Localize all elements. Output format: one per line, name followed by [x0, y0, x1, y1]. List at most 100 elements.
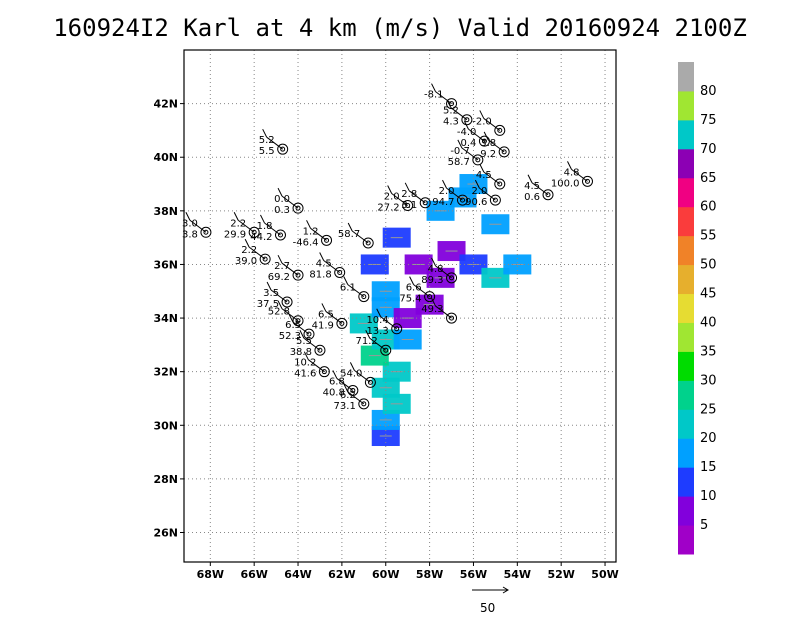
station-ring: [362, 237, 374, 249]
observation-label: 40.8: [323, 387, 345, 398]
observation-station: 6.541.9: [312, 303, 348, 331]
station-dot: [317, 347, 323, 353]
colorbar: 5 10 15 20 25 30 35 40 45 50 55 60 65 70 75 80: [678, 62, 717, 555]
wind-barb: [450, 107, 468, 121]
observation-label: 37.5: [257, 299, 279, 310]
station-dot: [295, 318, 301, 324]
observation-station: 6.675.4: [399, 276, 436, 305]
station-ring: [281, 296, 293, 308]
observation-label: 0.4: [461, 138, 477, 149]
station-dot: [497, 181, 503, 187]
wind-barb-feather: [457, 139, 463, 149]
wind-barb: [237, 219, 255, 233]
station-ring: [581, 175, 593, 187]
wind-barb: [446, 187, 463, 201]
observation-label: 6.2: [340, 390, 356, 401]
wind-barb-feather: [479, 110, 485, 119]
station-ring: [358, 398, 370, 410]
colorbar-segment: [678, 264, 694, 295]
wind-barb: [435, 305, 452, 319]
station-dot: [481, 138, 487, 144]
station-dot: [394, 326, 400, 332]
station-dot: [350, 387, 356, 393]
wind-barb: [479, 187, 496, 201]
observation-label: 10.4: [366, 315, 388, 326]
observation-label: 89.3: [421, 275, 443, 286]
observation-label: 3.0: [182, 218, 198, 229]
observation-station: 71.2: [355, 330, 392, 356]
wind-barb-feather: [365, 330, 371, 339]
colorbar-segment: [678, 351, 694, 381]
observation-label: 4.5: [476, 170, 492, 181]
station-dot: [497, 127, 503, 133]
wind-barb-feather: [233, 212, 239, 221]
observation-station: 10.241.6: [294, 351, 330, 380]
colorbar-segment: [678, 496, 694, 526]
station-ring: [494, 124, 506, 136]
station-ring: [274, 229, 286, 241]
observation-station: 5.24.3: [443, 99, 473, 128]
wind-barb: [571, 168, 588, 182]
station-dot: [449, 315, 455, 321]
observation-station: 54.0: [340, 362, 376, 388]
observation-station: 6.552.3: [279, 313, 315, 342]
observation-station: -0.758.7: [448, 139, 484, 168]
station-dot: [475, 157, 481, 163]
grid-lines: [184, 50, 616, 562]
observation-station: 49.3: [421, 297, 458, 324]
observation-label: 5.5: [296, 336, 312, 347]
x-tick-label: 60W: [372, 568, 399, 581]
wind-barb-feather: [277, 254, 283, 264]
observation-label: 6.6: [406, 283, 422, 294]
observation-label: 81.8: [309, 269, 331, 280]
observation-label: 4.3: [443, 117, 459, 128]
wind-barb-feather: [185, 212, 191, 221]
station-ring: [364, 376, 376, 388]
station-ring: [489, 194, 501, 206]
observation-label: 49.3: [421, 304, 443, 315]
colorbar-segment: [678, 467, 694, 497]
wind-barb: [380, 316, 398, 330]
wind-barb-feather: [332, 370, 338, 379]
colorbar-segment: [678, 380, 694, 410]
observation-label: 75.4: [399, 294, 421, 305]
colorbar-label: 5: [700, 518, 708, 533]
observation-label: 6.8: [329, 376, 345, 387]
x-tick-label: 56W: [460, 568, 487, 581]
station-dot: [277, 232, 283, 238]
wind-barb-feather: [277, 300, 283, 309]
station-ring: [321, 234, 333, 246]
x-axis-ticks: 68W 66W 64W 62W 60W 58W 56W 54W 52W 50W: [197, 562, 619, 581]
observation-label: 58.7: [338, 229, 360, 240]
observation-label: 2.2: [230, 218, 246, 229]
colorbar-segment: [678, 62, 694, 92]
x-tick-label: 62W: [328, 568, 355, 581]
station-ring: [292, 202, 304, 214]
x-tick-label: 66W: [240, 568, 267, 581]
colorbar-label: 35: [700, 344, 717, 359]
observation-label: 52.8: [268, 307, 290, 318]
observation-label: 2.7: [274, 261, 290, 272]
y-tick-label: 42N: [153, 98, 178, 111]
observation-label: 52.3: [279, 331, 301, 342]
wind-barb: [281, 195, 299, 209]
observation-label: 69.2: [268, 272, 290, 283]
station-dot: [295, 205, 301, 211]
colorbar-label: 80: [700, 84, 717, 99]
station-dot: [251, 229, 257, 235]
observation-label: 4.8: [564, 167, 580, 178]
wind-barb: [264, 222, 281, 236]
plot-frame: [183, 49, 617, 563]
wind-barb: [483, 171, 501, 185]
wind-barb-feather: [376, 308, 382, 318]
colorbar-label: 75: [700, 113, 717, 128]
observation-label: 27.2: [377, 202, 399, 213]
wind-barb-feather: [303, 351, 309, 360]
wind-barb-feather: [404, 182, 410, 192]
station-ring: [542, 189, 554, 201]
wind-barb-feather: [262, 128, 268, 138]
colorbar-segment: [678, 206, 694, 237]
reference-vector-label: 50: [480, 601, 495, 615]
y-tick-label: 38N: [153, 205, 178, 218]
